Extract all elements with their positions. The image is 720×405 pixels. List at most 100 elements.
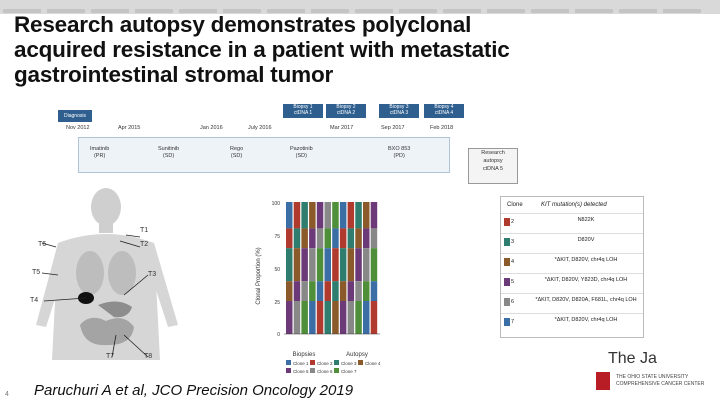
logo-mark-icon <box>596 372 610 390</box>
clone-color-swatch <box>504 278 510 286</box>
bar-segment <box>286 281 293 301</box>
clone-number: 5 <box>511 279 515 285</box>
bar-segment <box>355 248 362 282</box>
bar-segment <box>309 228 316 249</box>
clone-color-swatch <box>504 218 510 226</box>
bar-segment <box>316 301 324 334</box>
bar-segment <box>301 301 308 334</box>
bar-segment <box>324 228 331 249</box>
bar-segment <box>286 248 293 282</box>
legend-swatch <box>310 360 315 365</box>
body-silhouette-figure: T1 T2 T3 T4 T6 T5 T7 T8 <box>28 185 198 360</box>
bar-segment <box>363 202 370 229</box>
bar-segment <box>355 202 362 229</box>
kit-mutation-table: Clone KIT mutation(s) detected 2 N822K 3 D8… <box>500 196 644 338</box>
bar-segment <box>286 228 293 249</box>
bar-segment <box>363 248 370 282</box>
bar-segment <box>347 281 355 301</box>
bar-segment <box>293 228 301 249</box>
mutation-text: *ΔKIT, D820V, chr4q LOH <box>554 257 618 263</box>
bar-segment <box>309 202 316 229</box>
bar-segment <box>332 202 339 229</box>
bar-segment <box>363 228 370 249</box>
clone-number: 6 <box>511 299 515 305</box>
y-tick: 50 <box>274 267 280 273</box>
bar-segment <box>370 248 378 282</box>
bar-segment <box>339 228 347 249</box>
mutation-text: N822K <box>577 217 595 223</box>
lesion-label-t6: T6 <box>38 241 47 248</box>
slide-title: Research autopsy demonstrates polyclonal… <box>14 12 654 87</box>
bar-segment <box>332 228 339 249</box>
legend-swatch <box>334 368 339 373</box>
bar-segment <box>339 248 347 282</box>
mutation-text: *ΔKIT, D820V, D820A, F681L, chr4q LOH <box>535 297 637 303</box>
drug-label: BXO 853 (PD) <box>388 146 411 159</box>
bar-segment <box>293 301 301 334</box>
title-line-2: acquired resistance in a patient with me… <box>14 37 510 62</box>
y-tick: 75 <box>274 234 280 240</box>
table-row: 4 *ΔKIT, D820V, chr4q LOH <box>501 253 643 271</box>
lesion-label-t7: T7 <box>106 353 115 360</box>
bar-segment <box>316 228 324 249</box>
legend-swatch <box>286 360 291 365</box>
drug-label: Rego (SD) <box>230 146 244 159</box>
clone-color-swatch <box>504 318 510 326</box>
drug-label: Sunitinib (SD) <box>158 146 180 159</box>
bar-segment <box>332 281 339 301</box>
bar-segment <box>316 202 324 229</box>
bar-segment <box>324 281 331 301</box>
bar-segment <box>347 202 355 229</box>
bar-segment <box>347 301 355 334</box>
bar-segment <box>355 281 362 301</box>
bar-segment <box>370 281 378 301</box>
drug-label: Pazotinib (SD) <box>290 146 313 159</box>
biopsy-4-box: Biopsy 4 ctDNA 4 <box>424 104 464 118</box>
date-label: Feb 2018 <box>430 125 454 131</box>
bar-segment <box>301 248 308 282</box>
table-row: 2 N822K <box>501 213 643 231</box>
legend-label: Clone 7 <box>341 369 357 374</box>
clone-number: 2 <box>511 219 515 225</box>
legend-swatch <box>334 360 339 365</box>
institution-logo: The Ja THE OHIO STATE UNIVERSITY COMPREHE… <box>596 350 716 400</box>
bar-segment <box>286 202 293 229</box>
date-label: July 2016 <box>248 125 272 131</box>
bar-segment <box>309 281 316 301</box>
bar-segment <box>363 301 370 334</box>
bar-segment <box>316 281 324 301</box>
date-label: Nov 2012 <box>66 125 90 131</box>
mutation-text: *ΔKIT, D820V, Y823D, chr4q LOH <box>544 277 628 283</box>
legend-swatch <box>286 368 291 373</box>
body-silhouette-icon <box>36 188 178 360</box>
bar-segment <box>370 301 378 334</box>
clone-number: 3 <box>511 239 515 245</box>
biopsy-2-box: Biopsy 2 ctDNA 2 <box>326 104 366 118</box>
drug-label: Imatinib (PR) <box>90 146 110 159</box>
title-line-3: gastrointestinal stromal tumor <box>14 62 334 87</box>
bar-segment <box>301 202 308 229</box>
table-row: 7 *ΔKIT, D820V, chr4q LOH <box>501 313 643 331</box>
lesion-label-t1: T1 <box>140 227 149 234</box>
table-row: 3 D820V <box>501 233 643 251</box>
logo-main-text: The Ja <box>608 350 657 367</box>
research-autopsy-box: Research autopsy ctDNA 5 <box>468 148 518 184</box>
legend-swatch <box>310 368 315 373</box>
clone-color-swatch <box>504 238 510 246</box>
table-row: 5 *ΔKIT, D820V, Y823D, chr4q LOH <box>501 273 643 291</box>
bar-segment <box>363 281 370 301</box>
logo-subtext: THE OHIO STATE UNIVERSITY COMPREHENSIVE C… <box>616 374 705 387</box>
lesion-label-t8: T8 <box>144 353 153 360</box>
clonal-proportion-chart: Clonal Proportion (%) 100 75 50 25 0 Bio… <box>252 196 382 374</box>
bar-segment <box>286 301 293 334</box>
page-number: 4 <box>5 391 9 398</box>
lesion-label-t2: T2 <box>140 241 149 248</box>
top-decorative-band <box>0 0 720 14</box>
bar-segment <box>301 281 308 301</box>
table-row: 6 *ΔKIT, D820V, D820A, F681L, chr4q LOH <box>501 293 643 311</box>
treatment-timeline: Diagnosis Biopsy 1 ctDNA 1 Biopsy 2 ctDNA … <box>58 102 518 182</box>
bar-segment <box>324 202 331 229</box>
legend-label: Clone 4 <box>365 361 381 366</box>
y-tick: 25 <box>274 300 280 306</box>
legend-swatch <box>358 360 363 365</box>
